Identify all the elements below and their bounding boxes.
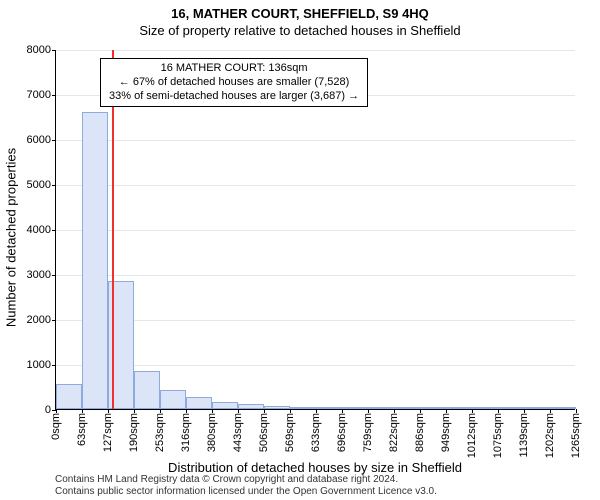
histogram-bar [82,112,108,409]
x-tick-label: 633sqm [310,413,322,452]
x-tick-label: 759sqm [362,413,374,452]
x-tick-label: 822sqm [388,413,400,452]
histogram-bar [186,397,212,409]
gridline [56,185,575,186]
histogram-bar [446,407,472,409]
histogram-bar [56,384,82,409]
footer-line-1: Contains HM Land Registry data © Crown c… [55,474,437,486]
x-tick-label: 316sqm [180,413,192,452]
y-tick-mark [52,320,56,321]
histogram-bar [394,407,420,409]
annotation-line: 33% of semi-detached houses are larger (… [109,90,359,104]
histogram-bar [160,390,186,409]
x-tick-label: 1012sqm [466,413,478,458]
histogram-bar [134,371,160,409]
x-tick-label: 1265sqm [570,413,582,458]
x-tick-label: 569sqm [284,413,296,452]
histogram-bar [472,407,498,409]
histogram-bar [368,407,394,409]
footer-line-2: Contains public sector information licen… [55,486,437,498]
y-tick-mark [52,50,56,51]
y-tick-mark [52,95,56,96]
chart-plot: 0100020003000400050006000700080000sqm63s… [55,50,575,410]
y-tick-mark [52,275,56,276]
x-tick-label: 380sqm [206,413,218,452]
chart-annotation: 16 MATHER COURT: 136sqm← 67% of detached… [100,58,368,107]
x-tick-label: 506sqm [258,413,270,452]
histogram-bar [420,407,446,409]
y-axis-label: Number of detached properties [4,148,19,327]
chart-title: Size of property relative to detached ho… [0,21,600,38]
gridline [56,140,575,141]
x-axis-label: Distribution of detached houses by size … [168,460,462,475]
y-tick-mark [52,230,56,231]
histogram-bar [550,407,576,409]
x-tick-label: 1202sqm [544,413,556,458]
annotation-line: ← 67% of detached houses are smaller (7,… [109,76,359,90]
x-tick-label: 190sqm [128,413,140,452]
y-tick-mark [52,185,56,186]
histogram-bar [498,407,524,409]
x-tick-label: 0sqm [50,413,62,440]
x-tick-label: 1075sqm [492,413,504,458]
histogram-bar [342,407,368,409]
gridline [56,275,575,276]
x-tick-label: 886sqm [414,413,426,452]
x-tick-label: 696sqm [336,413,348,452]
x-tick-label: 443sqm [232,413,244,452]
gridline [56,50,575,51]
histogram-bar [290,407,316,409]
x-tick-label: 63sqm [76,413,88,446]
chart-supertitle: 16, MATHER COURT, SHEFFIELD, S9 4HQ [0,0,600,21]
x-tick-label: 127sqm [102,413,114,452]
chart-footer: Contains HM Land Registry data © Crown c… [55,474,437,498]
gridline [56,230,575,231]
annotation-line: 16 MATHER COURT: 136sqm [109,62,359,76]
y-tick-mark [52,140,56,141]
chart-container: 16, MATHER COURT, SHEFFIELD, S9 4HQ Size… [0,0,600,500]
y-tick-mark [52,365,56,366]
histogram-bar [238,404,264,409]
x-tick-label: 253sqm [154,413,166,452]
chart-area: 0100020003000400050006000700080000sqm63s… [55,50,575,410]
x-tick-label: 949sqm [440,413,452,452]
histogram-bar [212,402,238,409]
histogram-bar [264,406,290,409]
x-tick-label: 1139sqm [518,413,530,457]
histogram-bar [316,407,342,409]
histogram-bar [524,407,550,409]
